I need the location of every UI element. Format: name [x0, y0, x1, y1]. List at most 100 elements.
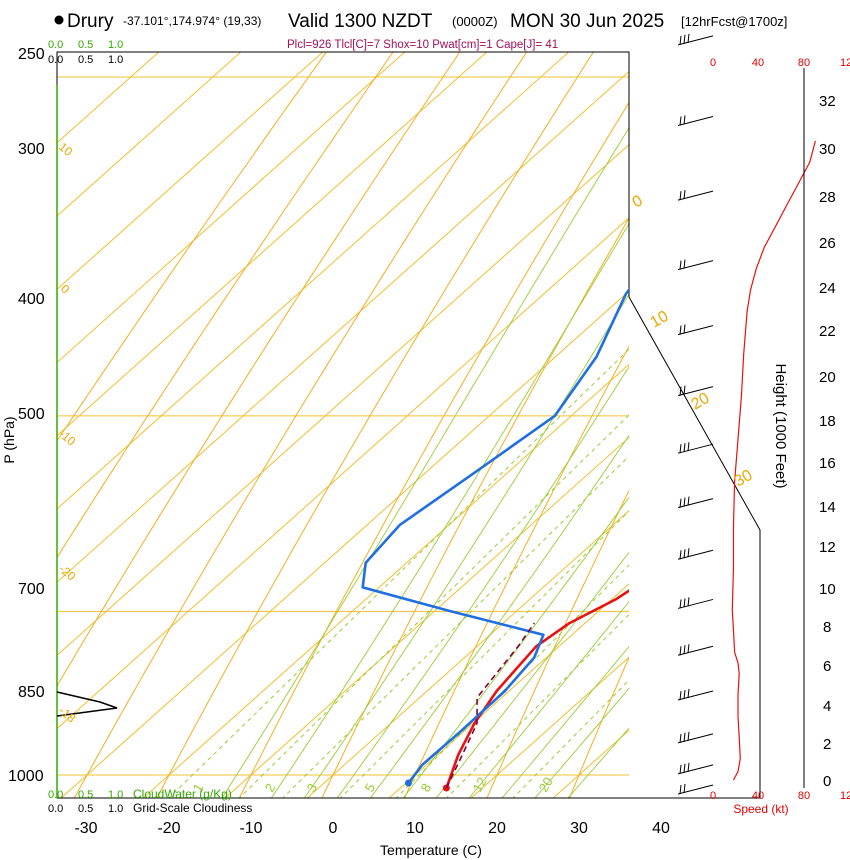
wind-barb-feather [679, 690, 682, 701]
wind-barb-feather [679, 35, 682, 45]
wind-barb-feather [683, 34, 686, 44]
cloud-water-tick: 0.0 [48, 39, 63, 51]
mixing-ratio-label: 12 [470, 774, 490, 794]
wind-barb-feather [687, 762, 690, 772]
wind-barb-feather [683, 190, 686, 200]
speed-axis-label: Speed (kt) [733, 802, 788, 816]
isotherm-label: 30 [732, 467, 756, 491]
height-tick-label: 8 [823, 619, 831, 636]
isotherm-line [57, 52, 406, 364]
x-tick-label: 20 [488, 820, 506, 837]
cloudiness-tick: 0.5 [78, 803, 93, 815]
wind-barb-feather [683, 689, 686, 700]
mixing-ratio-label: 5 [362, 781, 379, 795]
wind-barb-staff [677, 549, 714, 560]
cloud-water-tick: 0.0 [48, 789, 63, 801]
wind-barb-feather [687, 597, 690, 607]
wind-barb-feather [679, 191, 682, 201]
moist-adiabat-line [501, 645, 629, 798]
wind-barb-staff [677, 645, 714, 656]
dry-adiabat-line [403, 345, 629, 798]
wind-barb-staff [677, 764, 714, 775]
station-name: Drury [67, 11, 114, 32]
wind-barb [677, 762, 714, 775]
moist-adiabat-line [221, 127, 629, 798]
wind-barb-feather [679, 784, 682, 795]
dry-adiabat-line [238, 101, 629, 798]
height-tick-label: 14 [819, 499, 836, 516]
isotherm-labels: 0 10 20 30 10 0 -10 -20 -18 [56, 140, 755, 726]
wind-barb-feather [683, 497, 686, 507]
wind-barb-staff [677, 690, 714, 701]
dry-adiabat-line [650, 0, 850, 805]
dry-adiabat-line [57, 52, 394, 559]
wind-barb-feather [679, 599, 682, 609]
moist-adiabat-line [402, 496, 629, 798]
height-tick-label: 2 [823, 736, 831, 753]
station-location: -37.101°,174.974° (19,33) [123, 14, 261, 28]
mixing-ratio-line [339, 510, 629, 798]
x-tick-label: -10 [239, 820, 262, 837]
wind-barb-feather [679, 550, 682, 560]
moist-adiabat-line [270, 222, 629, 798]
wind-barb-feather [683, 324, 686, 334]
isotherm-line [306, 510, 629, 798]
cloudiness-tick: 0.0 [48, 803, 63, 815]
wind-barb [677, 190, 714, 201]
pressure-tick-label: 500 [18, 406, 45, 423]
wind-barb [677, 385, 714, 397]
wind-barb-feather [687, 496, 690, 506]
height-tick-label: 12 [819, 539, 836, 556]
cloudiness-line [56, 691, 118, 717]
wind-barb-feather [687, 688, 690, 699]
speed-tick-bottom: 40 [752, 790, 764, 802]
cloud-water-tick: 1.0 [108, 39, 123, 51]
speed-tick-bottom: 0 [710, 790, 716, 802]
isotherm-line [60, 290, 629, 798]
isotherm-line [57, 52, 160, 144]
dewpoint-surface-point [404, 779, 412, 787]
wind-barb [677, 688, 714, 701]
cloud-water-top-ticks: 0.0 0.5 1.0 0.0 0.5 1.0 [48, 39, 123, 66]
station-marker-icon [54, 15, 64, 25]
pressure-tick-label: 400 [18, 291, 45, 308]
plot-frame [56, 51, 761, 799]
isotherm-line [792, 0, 850, 805]
height-tick-label: 16 [819, 455, 836, 472]
wind-barb-feather [683, 645, 686, 655]
wind-barb-feather [683, 783, 686, 794]
isotherm-line [57, 52, 324, 290]
isotherm-label: -18 [56, 704, 79, 726]
isotherm-line [57, 217, 629, 730]
parcel-line [445, 622, 535, 789]
wind-barb-feather [679, 325, 682, 335]
moist-adiabat-line [369, 434, 629, 798]
wind-barb-feather [683, 763, 686, 773]
wind-barb-feather [687, 731, 690, 741]
forecast-info: [12hrFcst@1700z] [681, 14, 787, 29]
wind-barb [677, 496, 714, 509]
height-tick-label: 18 [819, 413, 836, 430]
wind-speed-line [731, 140, 816, 781]
wind-barb [677, 324, 714, 336]
cloud-water-tick: 1.0 [108, 789, 123, 801]
dry-adiabat-line [732, 0, 850, 805]
wind-barb-staff [677, 260, 714, 271]
wind-barb [677, 644, 714, 656]
wind-barb-feather [683, 549, 686, 559]
dry-adiabat-line [156, 52, 594, 798]
wind-barb-staff [677, 443, 714, 454]
moist-adiabat-line [336, 365, 629, 798]
wind-barb-feather [687, 548, 690, 558]
wind-barb [677, 33, 714, 46]
isotherm-line [57, 70, 629, 583]
height-axis-label: Height (1000 Feet) [772, 363, 789, 488]
x-tick-label: 10 [406, 820, 424, 837]
pressure-tick-label: 850 [18, 684, 45, 701]
isotherm-label: 10 [56, 140, 75, 160]
mixing-ratio-label: 20 [536, 774, 556, 794]
height-tick-label: 4 [823, 698, 831, 715]
pressure-tick-label: 1000 [8, 768, 44, 785]
isotherm-line [142, 363, 629, 798]
mixing-ratio-line [238, 414, 629, 798]
